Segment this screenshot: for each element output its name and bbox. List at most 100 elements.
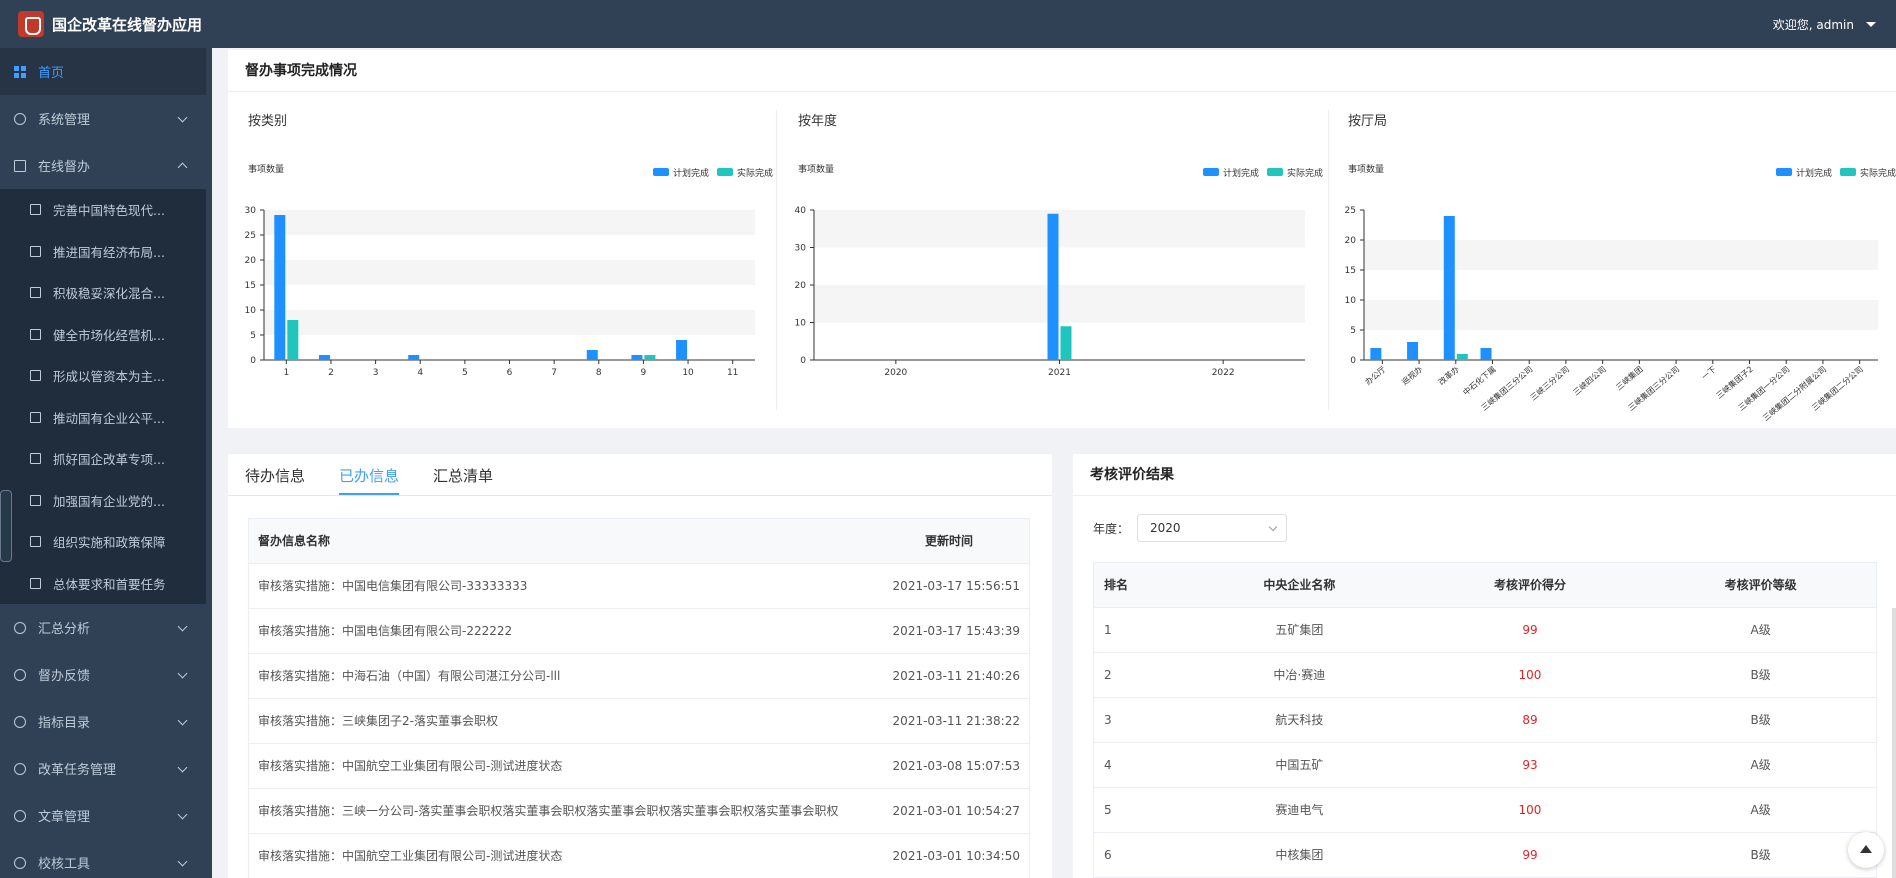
legend-label-plan: 计划完成 xyxy=(1223,167,1259,179)
bar-plan xyxy=(1407,342,1419,360)
row-name[interactable]: 审核落实措施：三峡集团子2-落实董事会职权 xyxy=(249,698,869,744)
sidebar-item-3[interactable]: 改革任务管理 xyxy=(0,745,206,792)
row-name[interactable]: 审核落实措施：中国航空工业集团有限公司-测试进度状态 xyxy=(249,743,869,789)
evaluation-panel: 考核评价结果 年度： 2020 排名 中央企业名称 考核评价得分 考核评价等级 … xyxy=(1073,454,1896,878)
edit-icon xyxy=(30,494,41,506)
sidebar-scrollbar[interactable] xyxy=(206,48,212,878)
column-header-grade: 考核评价等级 xyxy=(1645,563,1876,608)
column-header-company: 中央企业名称 xyxy=(1184,563,1415,608)
edit-icon xyxy=(30,370,41,382)
sidebar-item-label: 指标目录 xyxy=(38,716,91,731)
table-row: 5 赛迪电气 100 A级 xyxy=(1094,787,1876,833)
divider xyxy=(1328,110,1329,410)
edit-icon xyxy=(30,328,41,340)
sidebar-subitem[interactable]: 加强国有企业党的... xyxy=(0,479,206,521)
score-cell: 100 xyxy=(1414,652,1646,698)
sidebar-item-4[interactable]: 文章管理 xyxy=(0,792,206,839)
sidebar-subitem[interactable]: 形成以管资本为主... xyxy=(0,355,206,397)
chart-svg: 事项数量 计划完成 实际完成 0 5 10 15 20 25 办公厅 巡视办 改革办 中石化下属 三峡集团… xyxy=(1345,163,1896,423)
x-tick-label: 办公厅 xyxy=(1363,364,1388,387)
user-menu[interactable]: 欢迎您, admin xyxy=(1773,16,1876,33)
sidebar-item-2[interactable]: 指标目录 xyxy=(0,698,206,745)
legend-swatch-actual xyxy=(1267,168,1283,176)
year-select[interactable]: 2020 xyxy=(1137,514,1288,542)
caret-down-icon[interactable] xyxy=(1866,21,1876,27)
tab-summary[interactable]: 汇总清单 xyxy=(433,467,494,485)
done-table-wrapper: 督办信息名称 更新时间 审核落实措施：中国电信集团有限公司-33333333 20… xyxy=(248,518,1030,878)
edit-icon xyxy=(30,245,41,257)
chevron-up-icon xyxy=(177,162,188,173)
sidebar-item-online-supervision[interactable]: 在线督办 xyxy=(0,142,206,189)
x-tick-label: 2021 xyxy=(1048,368,1071,378)
chart-by-year: 按年度 事项数量 计划完成 实际完成 0 10 20 30 40 2020 2021 2022 xyxy=(778,110,1323,420)
table-scrollbar[interactable] xyxy=(1892,608,1896,878)
table-header-row: 督办信息名称 更新时间 xyxy=(249,519,1029,564)
sidebar: 首页 系统管理 在线督办 完善中国特色现代... 推进国有经济布局... 积极稳妥深… xyxy=(0,48,206,878)
sidebar-item-5[interactable]: 校核工具 xyxy=(0,839,206,878)
rank-cell: 1 xyxy=(1094,607,1184,653)
edit-icon xyxy=(30,204,41,216)
table-row[interactable]: 审核落实措施：中海石油（中国）有限公司湛江分公司-lll 2021-03-11 2… xyxy=(249,653,1029,699)
sidebar-subitem[interactable]: 推动国有企业公平... xyxy=(0,396,206,438)
y-tick-label: 25 xyxy=(1345,206,1356,216)
bar-actual xyxy=(1456,354,1468,360)
row-name[interactable]: 审核落实措施：中国电信集团有限公司-222222 xyxy=(249,608,869,654)
bar-plan xyxy=(1047,213,1059,360)
table-row[interactable]: 审核落实措施：三峡一分公司-落实董事会职权落实董事会职权落实董事会职权落实董事会… xyxy=(249,788,1029,834)
y-tick-label: 15 xyxy=(245,281,256,291)
row-name[interactable]: 审核落实措施：三峡一分公司-落实董事会职权落实董事会职权落实董事会职权落实董事会… xyxy=(249,788,869,834)
x-tick-label: 8 xyxy=(596,368,602,378)
x-tick-label: 2022 xyxy=(1212,368,1235,378)
company-cell: 中核集团 xyxy=(1184,832,1415,878)
row-name[interactable]: 审核落实措施：中海石油（中国）有限公司湛江分公司-lll xyxy=(249,653,869,699)
sidebar-subitem-label: 加强国有企业党的... xyxy=(53,493,165,509)
sidebar-item-label: 督办反馈 xyxy=(38,669,91,684)
x-tick-label: 9 xyxy=(641,368,647,378)
chart-svg: 事项数量 计划完成 实际完成 0 10 20 30 40 2020 2021 2022 xyxy=(795,163,1323,378)
edit-icon xyxy=(30,453,41,465)
company-cell: 航天科技 xyxy=(1184,697,1415,743)
y-axis-label: 事项数量 xyxy=(798,163,834,175)
sidebar-item-0[interactable]: 汇总分析 xyxy=(0,604,206,651)
tab-pending[interactable]: 待办信息 xyxy=(245,467,306,485)
sidebar-subitem[interactable]: 完善中国特色现代... xyxy=(0,189,206,231)
y-tick-label: 20 xyxy=(1345,236,1357,246)
back-to-top-button[interactable] xyxy=(1848,832,1884,868)
row-name[interactable]: 审核落实措施：中国电信集团有限公司-33333333 xyxy=(249,563,869,609)
table-row[interactable]: 审核落实措施：中国航空工业集团有限公司-测试进度状态 2021-03-08 15:… xyxy=(249,743,1029,789)
bar-actual xyxy=(644,355,656,360)
done-table: 督办信息名称 更新时间 审核落实措施：中国电信集团有限公司-33333333 20… xyxy=(249,519,1029,878)
sidebar-subitem[interactable]: 推进国有经济布局... xyxy=(0,230,206,272)
legend-swatch-actual xyxy=(717,168,733,176)
table-row[interactable]: 审核落实措施：中国电信集团有限公司-222222 2021-03-17 15:43… xyxy=(249,608,1029,654)
row-name[interactable]: 审核落实措施：中国航空工业集团有限公司-测试进度状态 xyxy=(249,833,869,878)
company-cell: 赛迪电气 xyxy=(1184,787,1415,833)
info-tabs-panel: 待办信息 已办信息 汇总清单 督办信息名称 更新时间 审核落实措施：中国电信集团… xyxy=(228,454,1052,878)
sidebar-item-label: 在线督办 xyxy=(38,160,91,175)
tab-done[interactable]: 已办信息 xyxy=(339,465,400,495)
grid-band xyxy=(264,260,755,285)
bar-plan xyxy=(631,355,643,360)
grade-cell: A级 xyxy=(1645,607,1876,653)
sidebar-subitem[interactable]: 抓好国企改革专项... xyxy=(0,438,206,480)
table-row[interactable]: 审核落实措施：中国航空工业集团有限公司-测试进度状态 2021-03-01 10:… xyxy=(249,833,1029,878)
sidebar-subitem[interactable]: 积极稳妥深化混合... xyxy=(0,272,206,314)
chevron-down-icon xyxy=(177,621,188,632)
sidebar-item-1[interactable]: 督办反馈 xyxy=(0,651,206,698)
sidebar-item-label: 首页 xyxy=(38,66,65,81)
table-row[interactable]: 审核落实措施：中国电信集团有限公司-33333333 2021-03-17 15:… xyxy=(249,563,1029,609)
edit-icon xyxy=(30,287,41,299)
sidebar-subitem[interactable]: 总体要求和首要任务 xyxy=(0,562,206,604)
sidebar-subitem[interactable]: 组织实施和政策保障 xyxy=(0,521,206,563)
x-tick-label: 10 xyxy=(682,368,694,378)
sidebar-subitem[interactable]: 健全市场化经营机... xyxy=(0,313,206,355)
welcome-text: 欢迎您, admin xyxy=(1772,17,1854,32)
side-drag-handle[interactable] xyxy=(0,490,12,562)
chevron-down-icon xyxy=(177,715,188,726)
table-row[interactable]: 审核落实措施：三峡集团子2-落实董事会职权 2021-03-11 21:38:22 xyxy=(249,698,1029,744)
sidebar-subitem-label: 推动国有企业公平... xyxy=(53,410,165,426)
rank-cell: 4 xyxy=(1094,742,1184,788)
row-time: 2021-03-01 10:54:27 xyxy=(869,788,1029,834)
sidebar-item-home[interactable]: 首页 xyxy=(0,48,206,95)
sidebar-item-system[interactable]: 系统管理 xyxy=(0,95,206,142)
